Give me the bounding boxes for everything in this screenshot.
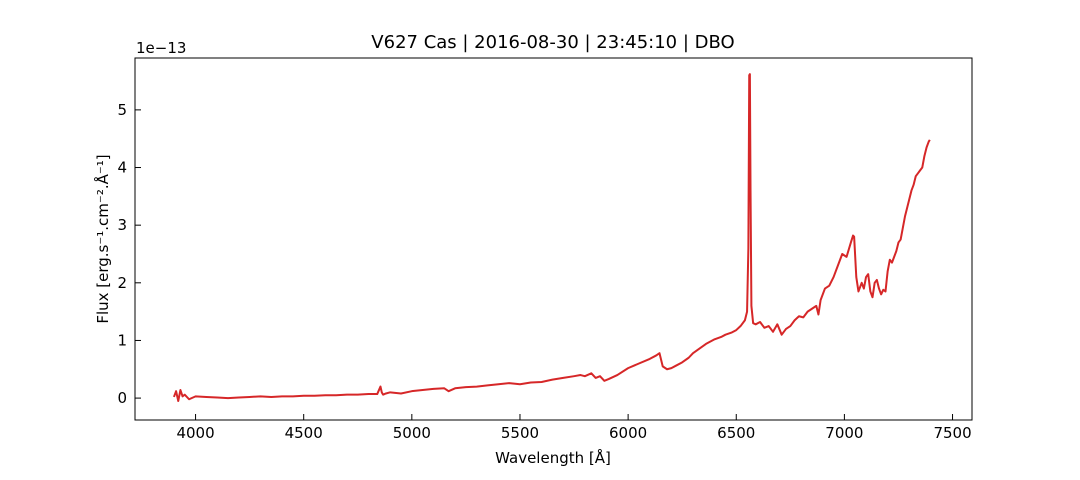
x-tick-label: 7500: [933, 424, 971, 442]
y-axis-ticks: 0 1 2 3 4 5: [117, 101, 141, 407]
y-tick-label: 4: [117, 159, 127, 177]
x-axis-label: Wavelength [Å]: [495, 448, 611, 467]
x-tick-label: 7000: [825, 424, 863, 442]
x-tick-label: 4000: [176, 424, 214, 442]
y-offset-label: 1e−13: [136, 39, 186, 57]
y-tick-label: 3: [117, 216, 127, 234]
spectrum-line: [172, 73, 931, 402]
x-tick-label: 4500: [285, 424, 323, 442]
y-tick-label: 2: [117, 274, 127, 292]
x-tick-label: 5500: [501, 424, 539, 442]
x-tick-label: 6000: [609, 424, 647, 442]
x-axis-ticks: 4000 4500 5000 5500 6000 6500 7000 7500: [176, 414, 972, 442]
y-tick-label: 1: [117, 331, 127, 349]
plot-frame: [134, 57, 973, 421]
x-tick-label: 6500: [717, 424, 755, 442]
y-axis-label: Flux [erg.s⁻¹.cm⁻².Å⁻¹]: [93, 154, 112, 323]
y-tick-label: 5: [117, 101, 127, 119]
x-tick-label: 5000: [393, 424, 431, 442]
y-tick-label: 0: [117, 389, 127, 407]
chart-title: V627 Cas | 2016-08-30 | 23:45:10 | DBO: [371, 32, 734, 53]
series-layer: [172, 73, 931, 402]
